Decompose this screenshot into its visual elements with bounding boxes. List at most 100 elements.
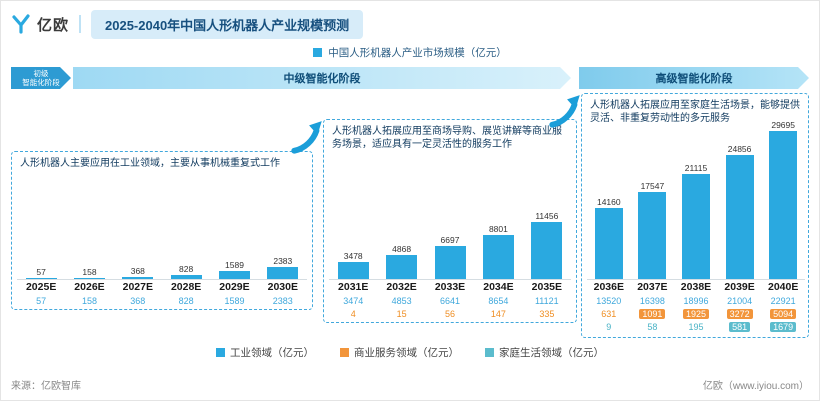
site-note: 亿欧（www.iyiou.com） (702, 381, 809, 392)
annotation-commercial: 人形机器人拓展应用至商场导购、展览讲解等商业服务场景，适应具有一定灵活性的服务工… (332, 126, 562, 151)
x-axis-label: 2028E (170, 281, 202, 293)
bar-total-label: 14160 (596, 197, 621, 207)
bar (170, 275, 202, 279)
x-axis-label: 2039E (724, 281, 755, 293)
x-axis-label: 2027E (122, 281, 153, 293)
value-industrial: 57 (36, 296, 47, 306)
chart-area: 人形机器人主要应用在工业领域，主要从事机械重复式工作 人形机器人拓展应用至商场导… (11, 93, 809, 341)
bar-total-label: 29695 (771, 120, 795, 130)
x-axis-label: 2031E (338, 281, 369, 293)
value-industrial: 22921 (770, 296, 796, 306)
bar-total-label: 4868 (392, 244, 412, 254)
value-industrial: 18996 (683, 296, 709, 306)
value-commercial: 5094 (770, 308, 797, 321)
bar (482, 235, 514, 279)
bar-total-label: 8801 (488, 224, 508, 234)
footer: 来源：亿欧智库 亿欧（www.iyiou.com） (11, 377, 809, 392)
bar-total-label: 1589 (225, 260, 244, 270)
bar (638, 192, 667, 279)
chart-column: 29695 2040E 22921 5094 1679 (761, 117, 805, 335)
value-home: 58 (647, 322, 658, 332)
x-axis-label: 2030E (267, 281, 298, 293)
bar (219, 271, 250, 279)
bar (531, 222, 563, 279)
bar (337, 262, 369, 279)
value-commercial: 631 (601, 309, 617, 319)
page-title: 2025-2040年中国人形机器人产业规模预测 (91, 9, 364, 39)
bar (594, 208, 623, 279)
bar (25, 278, 57, 279)
value-industrial: 1589 (224, 296, 245, 306)
chart-column: 17547 2037E 16398 1091 58 (631, 117, 675, 335)
x-axis-label: 2034E (483, 281, 514, 293)
legend-label-commercial: 商业服务领域（亿元） (354, 347, 459, 359)
value-home: 195 (688, 322, 704, 332)
legend-label-home: 家庭生活领域（亿元） (499, 347, 604, 359)
bar (267, 267, 299, 279)
bar-total-label: 24856 (727, 144, 752, 154)
group-box-commercial: 人形机器人拓展应用至商场导购、展览讲解等商业服务场景，适应具有一定灵活性的服务工… (323, 119, 577, 323)
value-industrial: 3474 (343, 296, 364, 306)
value-industrial: 368 (130, 296, 146, 306)
value-home: 9 (606, 322, 612, 332)
bar-total-label: 3478 (343, 251, 363, 261)
legend-swatch-total (313, 48, 323, 57)
value-industrial: 16398 (639, 296, 665, 306)
value-commercial: 4 (350, 309, 356, 319)
x-axis-label: 2037E (637, 281, 668, 293)
bar (122, 277, 154, 279)
x-axis-label: 2035E (531, 281, 563, 293)
chart-column: 21115 2038E 18996 1925 195 (674, 117, 718, 335)
bar (769, 131, 798, 279)
bar-total-label: 21115 (684, 163, 708, 173)
legend-swatch-commercial (340, 348, 349, 357)
chart-column: 3478 2031E 3474 4 (329, 117, 377, 335)
x-axis-label: 2029E (219, 281, 250, 293)
bar-total-label: 57 (36, 267, 46, 277)
x-axis-label: 2036E (593, 281, 624, 293)
value-commercial: 335 (539, 309, 555, 319)
chart-column: 1589 2029E 1589 (210, 117, 258, 335)
growth-arrow-icon (291, 121, 322, 154)
bar (434, 246, 466, 279)
x-axis-label: 2033E (434, 281, 466, 293)
value-commercial: 1091 (639, 308, 666, 321)
bar-total-label: 17547 (640, 181, 665, 191)
value-industrial: 828 (178, 296, 194, 306)
chart-column: 14160 2036E 13520 631 9 (587, 117, 631, 335)
bar-total-label: 2383 (273, 256, 293, 266)
chart-column: 158 2026E 158 (65, 117, 113, 335)
group-box-home: 人形机器人拓展应用至家庭生活场景，能够提供灵活、非重复劳动性的多元服务 (581, 93, 809, 338)
bar-total-label: 6697 (440, 235, 460, 245)
bar-total-label: 11456 (535, 211, 559, 221)
x-axis-label: 2025E (25, 281, 57, 293)
annotation-industrial: 人形机器人主要应用在工业领域，主要从事机械重复式工作 (20, 158, 280, 169)
x-axis-label: 2040E (767, 281, 799, 293)
chart-legend-top: 中国人形机器人产业市场规模（亿元） (11, 45, 809, 60)
value-commercial: 15 (396, 309, 407, 319)
stage-intermediate: 中级智能化阶段 (73, 67, 571, 89)
value-industrial: 2383 (272, 296, 293, 306)
value-industrial: 13520 (596, 296, 622, 306)
legend-item-commercial: 商业服务领域（亿元） (340, 345, 459, 360)
legend-swatch-industrial (216, 348, 225, 357)
chart-column: 4868 2032E 4853 15 (377, 117, 425, 335)
value-industrial: 4853 (391, 296, 412, 306)
brand-logo: 亿欧 (11, 14, 69, 35)
value-home: 1679 (770, 321, 797, 334)
growth-arrow-icon (549, 95, 580, 128)
bar (74, 278, 105, 279)
bar (386, 255, 418, 279)
bar (682, 174, 710, 279)
bar-group-industrial: 57 2025E 57 158 2026E 158 368 2027E 368 828 2028E 8… (17, 117, 307, 335)
value-commercial: 56 (445, 309, 456, 319)
chart-column: 828 2028E 828 (162, 117, 210, 335)
x-axis-label: 2038E (680, 281, 712, 293)
header: 亿欧 2025-2040年中国人形机器人产业规模预测 (11, 9, 809, 39)
yiou-logo-icon (12, 14, 30, 34)
brand-name: 亿欧 (37, 16, 70, 34)
bar-group-home: 14160 2036E 13520 631 9 17547 2037E 16398 1091 58… (587, 117, 805, 335)
bar-total-label: 828 (179, 264, 194, 274)
value-industrial: 11121 (534, 296, 559, 306)
